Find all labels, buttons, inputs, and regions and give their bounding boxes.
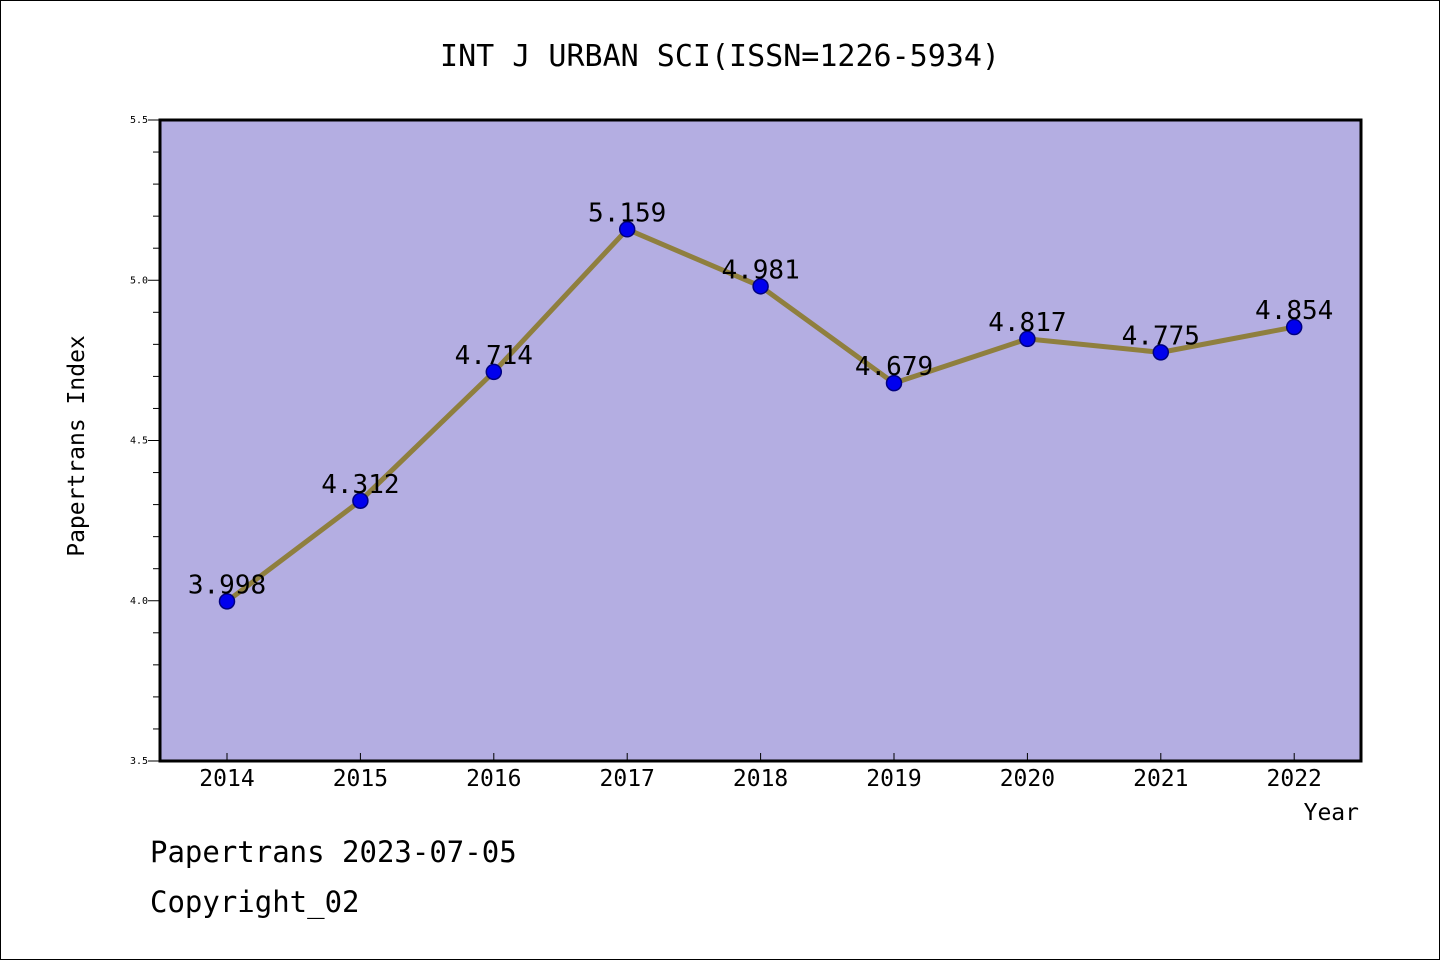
data-point (752, 278, 769, 295)
footer-date: Papertrans 2023-07-05 (150, 835, 517, 869)
x-axis: 2014 2015 2016 2017 2018 2019 2020 2021 2022 (199, 753, 1322, 792)
footer-copyright: Copyright_02 (150, 885, 360, 919)
data-point (885, 374, 903, 392)
data-markers (218, 221, 1303, 610)
x-tick-label: 2018 (733, 766, 788, 792)
data-label: 3.998 (188, 570, 266, 600)
plot-area (158, 118, 1363, 763)
data-point (485, 363, 503, 381)
x-tick-label: 2019 (866, 766, 921, 792)
x-tick-label: 2021 (1133, 766, 1188, 792)
data-label: 4.714 (455, 341, 533, 371)
x-axis-label: Year (1304, 800, 1359, 826)
x-tick-label: 2020 (1000, 766, 1055, 792)
x-tick-label: 2022 (1267, 766, 1322, 792)
data-label: 4.312 (321, 470, 399, 500)
data-label: 4.981 (721, 255, 799, 285)
data-label: 5.159 (588, 198, 666, 228)
x-tick-label: 2015 (333, 766, 388, 792)
data-label: 4.775 (1122, 321, 1200, 351)
data-point (618, 221, 636, 238)
data-point (1285, 318, 1303, 336)
data-point (352, 492, 369, 510)
data-label: 4.854 (1255, 296, 1333, 326)
x-tick-label: 2016 (466, 766, 521, 792)
data-label: 4.817 (988, 308, 1066, 338)
y-tick-label: 4.5 (130, 436, 148, 447)
y-tick-label: 5.5 (130, 115, 148, 126)
y-tick-label: 5.0 (130, 275, 148, 286)
data-point (218, 593, 236, 610)
y-tick-label: 3.5 (130, 756, 148, 767)
data-labels: 3.998 4.312 4.714 5.159 4.981 4.679 4.817 4.775… (188, 198, 1333, 600)
data-point (1152, 344, 1170, 361)
data-point (1019, 330, 1036, 348)
y-axis-label: Papertrans Index (64, 335, 90, 557)
data-label: 4.679 (855, 352, 933, 382)
x-tick-label: 2014 (199, 766, 254, 792)
chart-title: INT J URBAN SCI(ISSN=1226-5934) (440, 39, 1000, 74)
x-tick-label: 2017 (600, 766, 655, 792)
y-tick-label: 4.0 (130, 596, 148, 607)
y-axis: 3.5 4.0 4.5 5.0 5.5 (130, 115, 160, 767)
